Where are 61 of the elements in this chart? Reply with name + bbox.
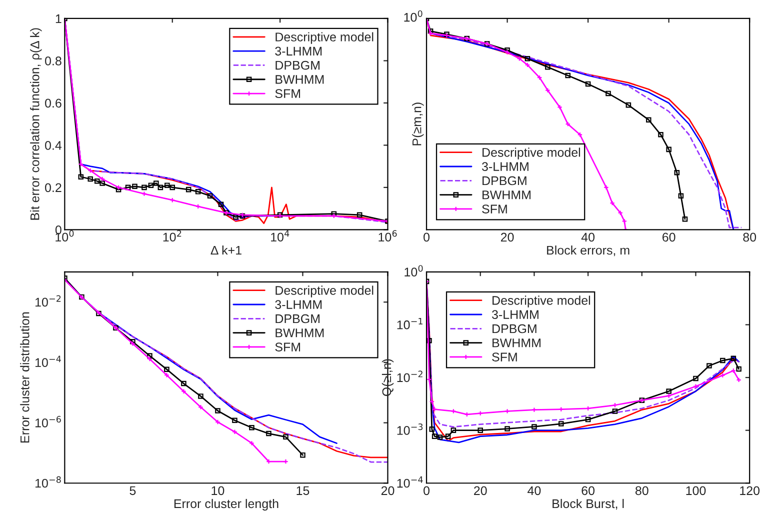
y-axis-title: Q(≥l,n): [382, 359, 394, 396]
legend-label: SFM: [482, 204, 507, 214]
x-tick-label: 80: [635, 486, 648, 496]
x-tick-label: 5: [130, 486, 136, 496]
legend-label: BWHMM: [276, 75, 324, 84]
x-axis-title: Block errors, m: [547, 246, 630, 256]
legend-label: 3-LHMM: [492, 310, 538, 320]
legend-label: BWHMM: [482, 190, 530, 200]
legend-label: Descriptive model: [276, 286, 374, 298]
legend-label: BWHMM: [276, 328, 324, 338]
x-tick-label: 20: [500, 232, 514, 242]
x-tick-label: 120: [740, 486, 760, 496]
y-tick-label: 10$^{−4}$: [397, 476, 423, 488]
y-tick-label: 1: [56, 14, 62, 24]
x-tick-label: 60: [582, 486, 595, 496]
y-axis-title: Error cluster distribution: [20, 312, 30, 442]
legend-label: SFM: [275, 342, 300, 352]
legend-label: SFM: [275, 89, 300, 98]
y-tick-label: 10$^{0}$: [404, 265, 423, 276]
legend-label: BWHMM: [492, 338, 540, 348]
x-tick-label: 10$^{4}$: [271, 230, 290, 242]
x-tick-label: 10$^{2}$: [163, 230, 182, 242]
legend-label: 3-LHMM: [275, 300, 322, 310]
x-tick-label: 10: [212, 486, 224, 496]
x-tick-label: 40: [528, 486, 541, 496]
legend-label: 3-LHMM: [482, 162, 528, 171]
x-tick-label: 20: [474, 486, 487, 496]
y-axis-title: P(≥m,n): [412, 102, 424, 146]
legend-label: DPBGM: [492, 324, 536, 334]
y-axis-title: Bit error correlation function, ρ(Δ k): [30, 28, 42, 220]
y-tick-label: 0.8: [45, 56, 62, 66]
y-tick-label: 0.4: [45, 141, 62, 150]
y-tick-label: 0.2: [45, 183, 62, 192]
legend-label: Descriptive model: [276, 32, 374, 44]
x-tick-label: 40: [581, 232, 595, 242]
x-tick-label: 15: [296, 486, 310, 496]
x-tick-label: 20: [381, 486, 394, 496]
x-tick-label: 10$^{6}$: [378, 230, 397, 242]
x-axis-title: Block Burst, l: [552, 498, 624, 510]
legend-label: Descriptive model: [482, 148, 580, 160]
x-tick-label: 80: [743, 232, 756, 242]
x-tick-label: 0: [424, 232, 430, 242]
y-tick-label: 10$^{−2}$: [35, 295, 61, 307]
legend-label: 3-LHMM: [275, 46, 322, 56]
legend-label: DPBGM: [276, 60, 320, 70]
y-tick-label: 10$^{−8}$: [35, 476, 61, 488]
legend-label: Descriptive model: [492, 296, 590, 308]
y-tick-label: 10$^{−4}$: [35, 356, 61, 367]
x-axis-title: Δ k+1: [210, 246, 242, 255]
x-tick-label: 60: [662, 232, 676, 242]
legend-label: SFM: [492, 352, 517, 362]
x-axis-title: Error cluster length: [174, 498, 278, 511]
y-tick-label: 10$^{−1}$: [397, 318, 422, 330]
x-tick-label: 0: [424, 486, 430, 496]
y-tick-label: 10$^{−2}$: [397, 370, 422, 382]
y-tick-label: 10$^{−3}$: [397, 423, 423, 435]
legend-label: DPBGM: [482, 176, 526, 186]
y-tick-label: 0.6: [45, 98, 62, 108]
x-tick-label: 100: [686, 486, 706, 496]
y-tick-label: 10$^{−6}$: [35, 416, 61, 428]
legend-label: DPBGM: [276, 314, 320, 324]
